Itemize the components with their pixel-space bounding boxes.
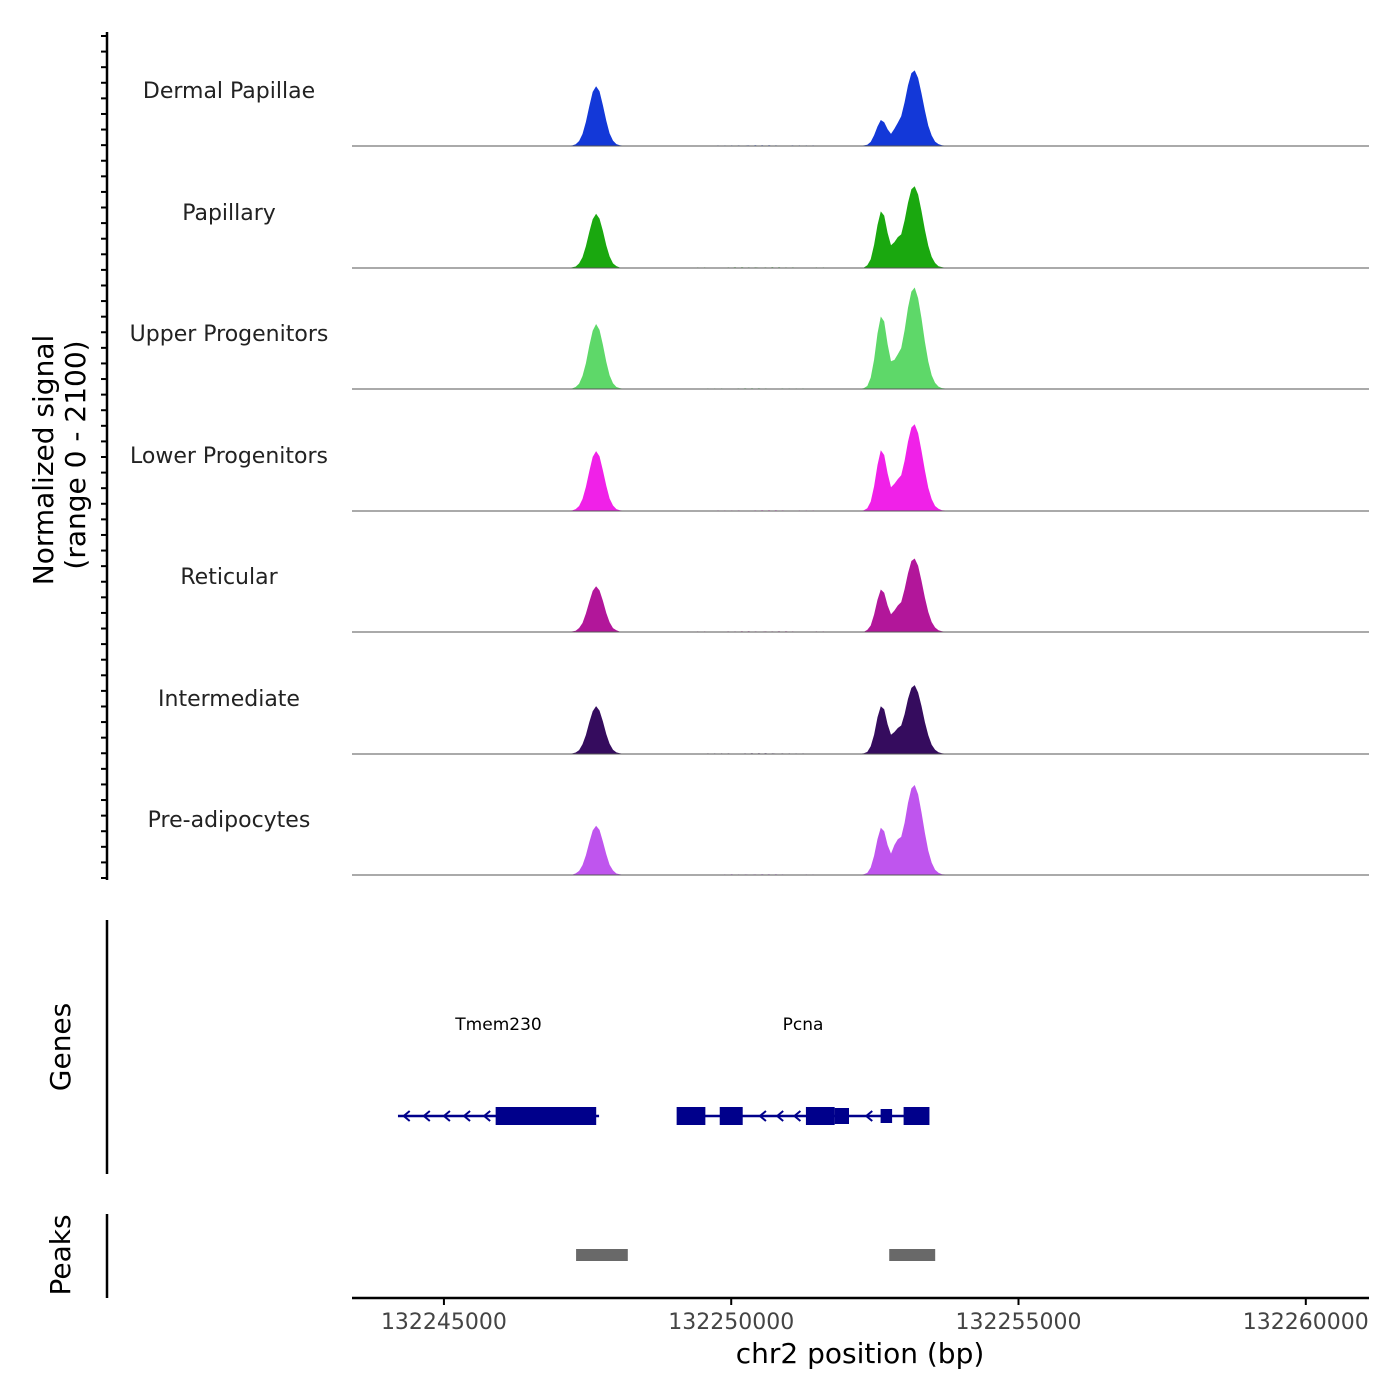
strand-arrow <box>462 1110 471 1122</box>
track-label: Reticular <box>180 565 278 590</box>
strand-arrow <box>442 1110 451 1122</box>
coverage-area <box>352 70 1369 146</box>
coverage-track: Upper Progenitors <box>130 287 1369 390</box>
strand-arrow <box>775 1110 784 1122</box>
gene-exon <box>676 1107 706 1125</box>
coverage-area <box>352 558 1369 632</box>
gene-exon <box>834 1108 850 1124</box>
signal-y-axis <box>101 32 109 880</box>
coverage-track: Lower Progenitors <box>130 424 1369 512</box>
gene-exon <box>880 1109 893 1123</box>
x-axis: chr2 position (bp) 132245000 132250000 132… <box>352 1296 1369 1370</box>
x-tick-label: 132250000 <box>668 1310 794 1335</box>
gene-exon <box>495 1107 597 1125</box>
coverage-area <box>352 424 1369 511</box>
coverage-tracks: Dermal Papillae Papillary Upper Progenitor… <box>130 70 1369 876</box>
strand-arrow <box>482 1110 491 1122</box>
gene-exon <box>903 1107 930 1125</box>
x-tick-label: 132260000 <box>1243 1310 1369 1335</box>
track-label: Pre-adipocytes <box>148 808 311 833</box>
strand-arrow <box>758 1110 767 1122</box>
strand-arrow <box>422 1110 431 1122</box>
y-axis-title-group: Normalized signal (range 0 - 2100) <box>27 335 92 586</box>
peak-region <box>576 1249 628 1261</box>
track-label: Dermal Papillae <box>143 79 315 104</box>
coverage-track: Dermal Papillae <box>143 70 1369 147</box>
gene-model: Pcna <box>676 1015 930 1125</box>
gene-model: Tmem230 <box>397 1015 600 1125</box>
gene-label: Tmem230 <box>454 1015 541 1035</box>
gene-exon <box>719 1107 743 1125</box>
coverage-track: Intermediate <box>158 685 1369 755</box>
track-label: Upper Progenitors <box>130 322 329 347</box>
peaks-track: Peaks <box>44 1214 936 1298</box>
coverage-track: Pre-adipocytes <box>148 785 1369 876</box>
strand-arrow <box>792 1110 802 1122</box>
genes-track: Genes Tmem230 Pcna <box>44 920 930 1174</box>
coverage-area <box>352 186 1369 268</box>
coverage-track: Reticular <box>180 558 1369 633</box>
peak-region <box>889 1249 936 1261</box>
genes-track-label: Genes <box>44 1003 77 1091</box>
y-axis-title: Normalized signal <box>27 335 60 586</box>
track-label: Lower Progenitors <box>130 444 328 469</box>
x-axis-title: chr2 position (bp) <box>736 1337 985 1370</box>
gene-label: Pcna <box>783 1015 824 1035</box>
coverage-track: Papillary <box>182 186 1369 269</box>
track-label: Intermediate <box>158 687 300 712</box>
x-tick-label: 132255000 <box>956 1310 1082 1335</box>
coverage-area <box>352 785 1369 875</box>
track-label: Papillary <box>182 201 276 226</box>
peaks-track-label: Peaks <box>44 1214 77 1295</box>
strand-arrow <box>864 1110 873 1122</box>
coverage-area <box>352 685 1369 754</box>
coverage-area <box>352 287 1369 389</box>
y-axis-range-label: (range 0 - 2100) <box>59 340 92 569</box>
strand-arrow <box>402 1110 411 1122</box>
x-tick-label: 132245000 <box>381 1310 507 1335</box>
gene-exon <box>805 1107 835 1125</box>
